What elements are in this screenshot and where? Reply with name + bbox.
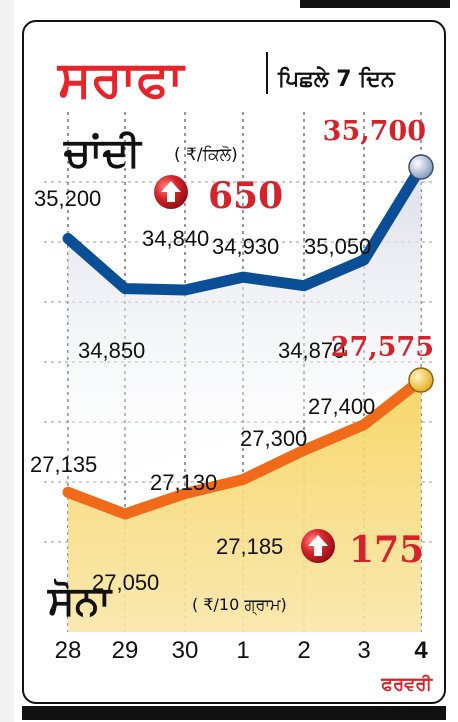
gold-data-label: 27,050 xyxy=(92,570,159,595)
silver-data-label: 35,200 xyxy=(34,186,101,211)
gold-change-value: 175 xyxy=(349,529,424,571)
gold-data-label: 27,130 xyxy=(150,470,217,495)
silver-series-line xyxy=(62,161,427,296)
gold-change-badge xyxy=(301,529,335,563)
gold-data-label: 27,300 xyxy=(240,426,307,451)
end-points xyxy=(408,154,434,393)
bottom-rule xyxy=(22,706,446,720)
gold-data-label: 27,400 xyxy=(308,394,375,419)
arrow-up-icon xyxy=(161,181,181,202)
x-tick-label: 4 xyxy=(414,637,428,664)
chart-frame: 35,200 27,135 34,850 27,050 34,840 27,130 34,9… xyxy=(22,20,446,704)
silver-label: ਚਾਂਦੀ xyxy=(63,130,143,176)
top-rule xyxy=(300,0,450,8)
data-labels: 35,200 27,135 34,850 27,050 34,840 27,130 34,9… xyxy=(30,186,375,595)
series-lines xyxy=(62,161,427,520)
arrow-up-icon xyxy=(308,535,328,556)
x-tick-label: 28 xyxy=(55,637,82,664)
silver-area xyxy=(68,167,421,493)
silver-change-value: 650 xyxy=(208,175,283,217)
x-tick-label: 29 xyxy=(112,637,139,664)
gold-series-line xyxy=(62,374,427,520)
silver-data-label: 35,050 xyxy=(304,234,371,259)
x-tick-labels: 28 29 30 1 2 3 4 xyxy=(55,637,429,664)
gold-data-label: 27,135 xyxy=(30,452,97,477)
silver-data-label: 34,840 xyxy=(142,226,209,251)
silver-change-badge xyxy=(154,175,188,209)
gold-end-point xyxy=(408,367,434,393)
chart-svg: 35,200 27,135 34,850 27,050 34,840 27,130 34,9… xyxy=(30,50,434,695)
silver-latest-value: 35,700 xyxy=(323,116,426,147)
silver-data-label: 34,930 xyxy=(212,234,279,259)
gold-label: ਸੋਨਾ xyxy=(47,578,113,624)
page-edge xyxy=(0,0,14,722)
x-tick-label: 3 xyxy=(357,637,370,664)
x-tick-label: 1 xyxy=(236,637,249,664)
x-tick-label: 30 xyxy=(172,637,199,664)
x-tick-label: 2 xyxy=(297,637,310,664)
silver-unit: ( ₹/ਕਿਲੋ) xyxy=(174,145,238,165)
gold-latest-value: 27,575 xyxy=(331,332,434,363)
silver-data-label: 34,870 xyxy=(278,338,345,363)
month-label: ਫਰਵਰੀ xyxy=(380,674,433,695)
gold-unit: ( ₹/10 ਗ੍ਰਾਮ) xyxy=(192,595,287,616)
chart-subtitle: ਪਿਛਲੇ 7 ਦਿਨ xyxy=(277,65,396,92)
chart-title: ਸਰਾਫਾ xyxy=(56,50,186,108)
silver-data-label: 34,850 xyxy=(78,338,145,363)
gold-data-label: 27,185 xyxy=(216,534,283,559)
silver-end-point xyxy=(408,154,434,180)
